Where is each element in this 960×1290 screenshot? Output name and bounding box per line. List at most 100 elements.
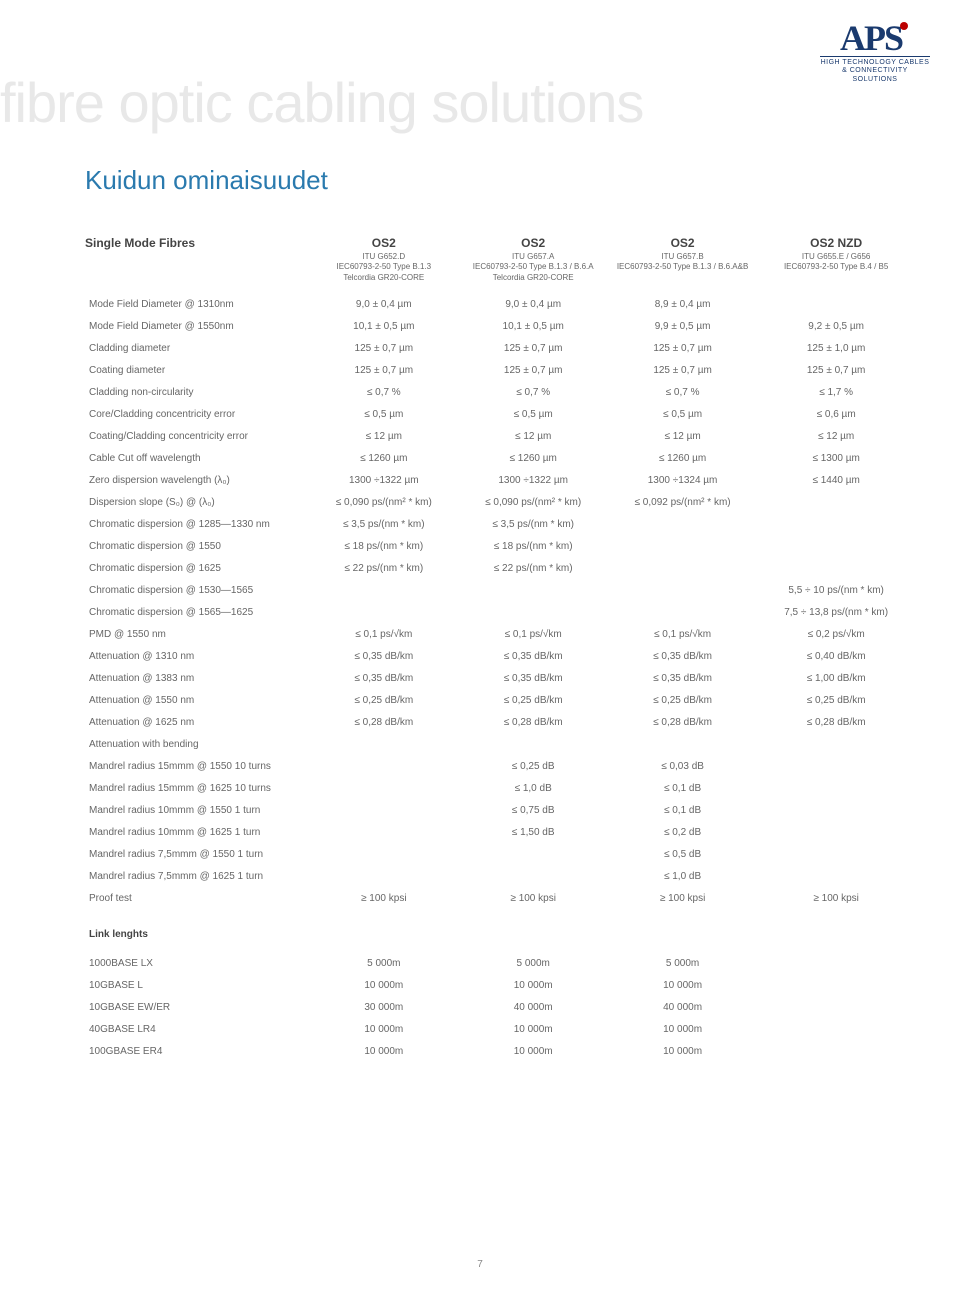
logo-tagline: HIGH TECHNOLOGY CABLES& CONNECTIVITY SOL… <box>820 56 930 84</box>
link-row: 100GBASE ER410 000m10 000m10 000m <box>85 1040 915 1062</box>
spec-row: Mandrel radius 7,5mmm @ 1550 1 turn≤ 0,5… <box>85 843 915 865</box>
cell-value: 10 000m <box>458 974 607 996</box>
cell-value: 9,0 ± 0,4 µm <box>458 293 607 315</box>
cell-value <box>757 535 915 557</box>
cell-value: 10 000m <box>309 974 458 996</box>
spec-row: Attenuation @ 1383 nm≤ 0,35 dB/km≤ 0,35 … <box>85 667 915 689</box>
row-label: Mode Field Diameter @ 1550nm <box>85 315 309 337</box>
row-label: Chromatic dispersion @ 1285—1330 nm <box>85 513 309 535</box>
cell-value <box>757 974 915 996</box>
cell-value <box>309 843 458 865</box>
cell-value: ≤ 0,7 % <box>608 381 757 403</box>
cell-value: 5 000m <box>608 952 757 974</box>
cell-value: 9,0 ± 0,4 µm <box>309 293 458 315</box>
cell-value: 5 000m <box>309 952 458 974</box>
cell-value <box>757 777 915 799</box>
spec-row: Mandrel radius 15mmm @ 1550 10 turns≤ 0,… <box>85 755 915 777</box>
link-row: 40GBASE LR410 000m10 000m10 000m <box>85 1018 915 1040</box>
cell-value <box>309 755 458 777</box>
spec-row: Attenuation @ 1310 nm≤ 0,35 dB/km≤ 0,35 … <box>85 645 915 667</box>
cell-value: ≤ 1,00 dB/km <box>757 667 915 689</box>
spec-row: Chromatic dispersion @ 1285—1330 nm≤ 3,5… <box>85 513 915 535</box>
spec-row: Coating/Cladding concentricity error≤ 12… <box>85 425 915 447</box>
cell-value: ≤ 22 ps/(nm * km) <box>309 557 458 579</box>
link-lenghts-heading: Link lenghts <box>85 909 915 952</box>
spec-row: Chromatic dispersion @ 1625≤ 22 ps/(nm *… <box>85 557 915 579</box>
cell-value: ≤ 0,03 dB <box>608 755 757 777</box>
col-head-2: OS2ITU G657.BIEC60793-2-50 Type B.1.3 / … <box>608 236 757 293</box>
cell-value <box>608 557 757 579</box>
cell-value <box>757 996 915 1018</box>
cell-value: ≤ 1,0 dB <box>608 865 757 887</box>
cell-value <box>757 952 915 974</box>
cell-value: 125 ± 0,7 µm <box>458 337 607 359</box>
cell-value: ≤ 0,1 dB <box>608 799 757 821</box>
link-row: 10GBASE EW/ER30 000m40 000m40 000m <box>85 996 915 1018</box>
row-label: Attenuation @ 1625 nm <box>85 711 309 733</box>
cell-value: 10,1 ± 0,5 µm <box>309 315 458 337</box>
cell-value: ≤ 0,25 dB/km <box>458 689 607 711</box>
spec-row: Mode Field Diameter @ 1550nm10,1 ± 0,5 µ… <box>85 315 915 337</box>
spec-row: Mandrel radius 10mmm @ 1625 1 turn ≤ 1,50… <box>85 821 915 843</box>
cell-value: ≥ 100 kpsi <box>458 887 607 909</box>
cell-value <box>757 799 915 821</box>
cell-value: 5,5 ÷ 10 ps/(nm * km) <box>757 579 915 601</box>
spec-row: PMD @ 1550 nm≤ 0,1 ps/√km≤ 0,1 ps/√km≤ 0… <box>85 623 915 645</box>
cell-value: ≤ 0,7 % <box>458 381 607 403</box>
row-label: Mandrel radius 10mmm @ 1550 1 turn <box>85 799 309 821</box>
row-label: Chromatic dispersion @ 1550 <box>85 535 309 557</box>
row-label: Zero dispersion wavelength (λ₀) <box>85 469 309 491</box>
cell-value: ≤ 0,75 dB <box>458 799 607 821</box>
row-label: PMD @ 1550 nm <box>85 623 309 645</box>
spec-row: Attenuation @ 1625 nm≤ 0,28 dB/km≤ 0,28 … <box>85 711 915 733</box>
spec-row: Chromatic dispersion @ 1565—16257,5 ÷ 13… <box>85 601 915 623</box>
cell-value: ≤ 18 ps/(nm * km) <box>458 535 607 557</box>
cell-value: ≤ 22 ps/(nm * km) <box>458 557 607 579</box>
row-label: Mandrel radius 15mmm @ 1625 10 turns <box>85 777 309 799</box>
cell-value: ≤ 0,28 dB/km <box>309 711 458 733</box>
cell-value: 125 ± 0,7 µm <box>608 337 757 359</box>
cell-value: 10,1 ± 0,5 µm <box>458 315 607 337</box>
cell-value: ≥ 100 kpsi <box>757 887 915 909</box>
cell-value: 10 000m <box>309 1018 458 1040</box>
row-label: Mandrel radius 10mmm @ 1625 1 turn <box>85 821 309 843</box>
row-label: Mandrel radius 7,5mmm @ 1625 1 turn <box>85 865 309 887</box>
cell-value: 30 000m <box>309 996 458 1018</box>
cell-value <box>309 865 458 887</box>
cell-value <box>458 865 607 887</box>
row-label: 40GBASE LR4 <box>85 1018 309 1040</box>
cell-value: ≤ 0,35 dB/km <box>309 667 458 689</box>
cell-value: ≤ 0,35 dB/km <box>458 645 607 667</box>
cell-value: ≤ 0,1 ps/√km <box>608 623 757 645</box>
cell-value: ≤ 12 µm <box>757 425 915 447</box>
fibre-spec-table: Single Mode Fibres OS2ITU G652.DIEC60793… <box>85 236 915 1062</box>
row-label: 10GBASE L <box>85 974 309 996</box>
spec-row: Cladding non-circularity≤ 0,7 %≤ 0,7 %≤ … <box>85 381 915 403</box>
cell-value <box>608 535 757 557</box>
cell-value: 40 000m <box>608 996 757 1018</box>
cell-value: ≤ 1260 µm <box>608 447 757 469</box>
cell-value: ≤ 0,1 ps/√km <box>458 623 607 645</box>
cell-value <box>757 1040 915 1062</box>
content-area: Single Mode Fibres OS2ITU G652.DIEC60793… <box>85 236 915 1062</box>
row-label: Mode Field Diameter @ 1310nm <box>85 293 309 315</box>
cell-value: ≤ 0,40 dB/km <box>757 645 915 667</box>
cell-value: ≤ 0,2 ps/√km <box>757 623 915 645</box>
cell-value: ≤ 0,092 ps/(nm² * km) <box>608 491 757 513</box>
cell-value <box>309 601 458 623</box>
cell-value <box>309 799 458 821</box>
logo-text: APS <box>820 20 930 56</box>
spec-row: Core/Cladding concentricity error≤ 0,5 µ… <box>85 403 915 425</box>
cell-value: ≤ 1300 µm <box>757 447 915 469</box>
cell-value: ≤ 1260 µm <box>458 447 607 469</box>
cell-value: ≤ 0,25 dB <box>458 755 607 777</box>
cell-value: 10 000m <box>309 1040 458 1062</box>
cell-value: 40 000m <box>458 996 607 1018</box>
cell-value: ≤ 3,5 ps/(nm * km) <box>309 513 458 535</box>
cell-value: ≤ 1,50 dB <box>458 821 607 843</box>
row-label: Dispersion slope (S₀) @ (λ₀) <box>85 491 309 513</box>
cell-value: 10 000m <box>608 974 757 996</box>
cell-value <box>458 733 607 755</box>
row-label: Cable Cut off wavelength <box>85 447 309 469</box>
col-head-1: OS2ITU G657.AIEC60793-2-50 Type B.1.3 / … <box>458 236 607 293</box>
